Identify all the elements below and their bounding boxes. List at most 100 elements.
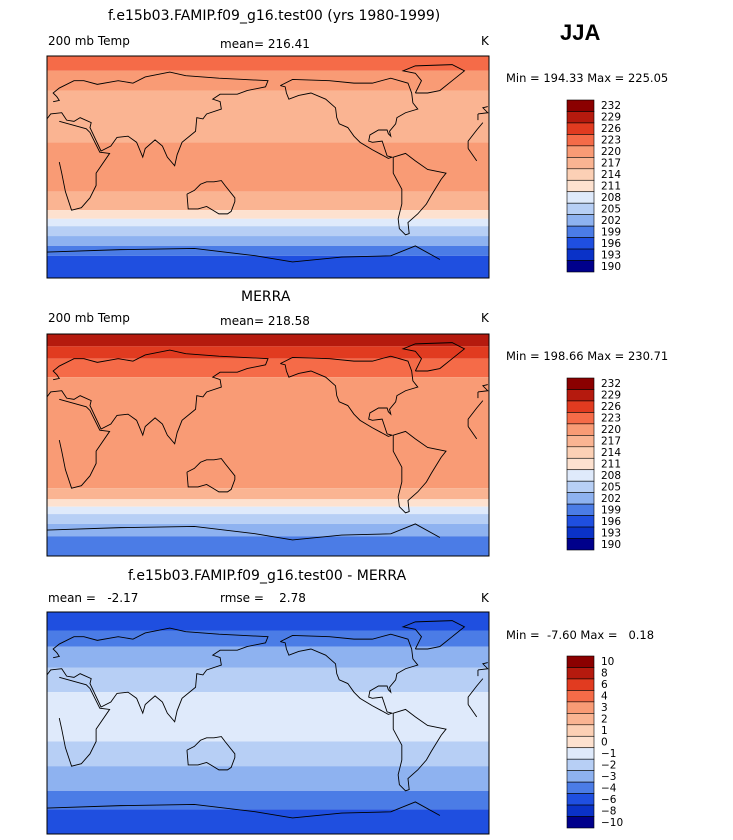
colorbar-tick-label: 196 — [601, 238, 621, 250]
colorbar-tick-label: 229 — [601, 390, 621, 402]
colorbar-swatch — [566, 678, 595, 691]
colorbar-swatch — [566, 99, 595, 112]
colorbar-tick-label: −8 — [601, 805, 616, 817]
colorbar-swatch — [566, 248, 595, 261]
map-frame — [46, 333, 490, 557]
map-contour-band — [47, 245, 489, 256]
colorbar-swatch — [566, 202, 595, 215]
colorbar-tick-label: 232 — [601, 100, 621, 112]
colorbar-swatch — [566, 724, 595, 737]
colorbar-swatch — [566, 412, 595, 425]
map-contour-band — [47, 499, 489, 507]
coastline — [467, 678, 484, 705]
map-frame — [46, 611, 490, 835]
colorbar-tick-label: 220 — [601, 424, 621, 436]
map-frame — [46, 55, 490, 279]
colorbar-tick-label: 211 — [601, 459, 621, 471]
colorbar-tick-label: 8 — [601, 668, 608, 680]
map-contour-band — [47, 523, 489, 537]
panel3-units: K — [481, 591, 489, 605]
colorbar-swatch — [566, 400, 595, 413]
colorbar-swatch — [566, 747, 595, 760]
coastline — [280, 633, 419, 715]
colorbar-swatch — [566, 122, 595, 135]
map-contour-band — [47, 741, 489, 767]
colorbar-tick-label: 205 — [601, 481, 621, 493]
colorbar-swatch — [566, 389, 595, 402]
colorbar-tick-label: 208 — [601, 192, 621, 204]
colorbar-swatch — [566, 191, 595, 204]
colorbar-tick-label: 199 — [601, 226, 621, 238]
panel2-units: K — [481, 311, 489, 325]
coastline — [467, 426, 478, 440]
coastline — [467, 400, 484, 427]
colorbar-tick-label: −2 — [601, 759, 616, 771]
panel2-mean-label: mean= 218.58 — [220, 314, 310, 328]
colorbar-swatch — [566, 145, 595, 158]
colorbar-tick-label: 190 — [601, 261, 621, 273]
colorbar-tick-label: 217 — [601, 436, 621, 448]
colorbar-tick-label: −3 — [601, 771, 616, 783]
coastline — [467, 704, 478, 718]
map-contour-band — [47, 809, 489, 834]
colorbar-tick-label: 193 — [601, 527, 621, 539]
colorbar-swatch — [566, 157, 595, 170]
colorbar-swatch — [566, 225, 595, 238]
colorbar-tick-label: 2 — [601, 714, 608, 726]
map-contour-band — [47, 210, 489, 219]
colorbar-swatch — [566, 492, 595, 505]
coastline — [186, 458, 236, 493]
colorbar-tick-label: 202 — [601, 493, 621, 505]
colorbar-swatch — [566, 816, 595, 829]
colorbar-swatch — [566, 214, 595, 227]
colorbar-swatch — [566, 469, 595, 482]
panel1-mean-label: mean= 216.41 — [220, 37, 310, 51]
colorbar-swatch — [566, 538, 595, 551]
map-contour-band — [47, 612, 489, 631]
map-contour-band — [47, 90, 489, 143]
coastline — [280, 355, 419, 437]
map-contour-band — [47, 218, 489, 227]
coastline — [477, 384, 489, 393]
colorbar-tick-label: 205 — [601, 203, 621, 215]
colorbar-swatch — [566, 667, 595, 680]
panel1-left-label: 200 mb Temp — [48, 34, 130, 48]
coastline — [46, 801, 441, 819]
map-contour-band — [47, 790, 489, 810]
colorbar-swatch — [566, 690, 595, 703]
colorbar-swatch — [566, 457, 595, 471]
map-contour-band — [47, 630, 489, 647]
map-contour-band — [47, 506, 489, 515]
colorbar-tick-label: −4 — [601, 782, 617, 794]
colorbar-swatch — [566, 446, 595, 459]
coastline — [46, 627, 269, 723]
colorbar-swatch — [566, 758, 595, 771]
panel3-rmse-label: rmse = 2.78 — [220, 591, 306, 605]
colorbar-tick-label: 190 — [601, 539, 621, 551]
map-contour-band — [47, 536, 489, 556]
panel2-title: MERRA — [241, 289, 291, 305]
map-panel-3 — [46, 611, 490, 835]
colorbar-swatch — [566, 515, 595, 528]
panel1-title: f.e15b03.FAMIP.f09_g16.test00 (yrs 1980-… — [108, 8, 441, 24]
colorbar-swatch — [566, 423, 595, 436]
coastline — [46, 71, 269, 167]
map-contour-band — [47, 226, 489, 237]
coastline — [46, 349, 269, 445]
colorbar-swatch — [566, 480, 595, 493]
coastline — [401, 64, 466, 94]
colorbar-tick-label: −1 — [601, 748, 616, 760]
colorbar-swatch — [566, 435, 595, 448]
map-contour-band — [47, 346, 489, 359]
colorbar-swatch — [566, 237, 595, 250]
map-contour-band — [47, 667, 489, 693]
coastline — [467, 148, 478, 162]
coastline — [46, 523, 441, 541]
coastline — [58, 398, 111, 489]
colorbar-tick-label: 199 — [601, 504, 621, 516]
map-contour-band — [47, 358, 489, 378]
colorbar-swatch — [566, 134, 595, 147]
coastline — [392, 430, 447, 514]
panel3-minmax: Min = -7.60 Max = 0.18 — [506, 628, 655, 642]
